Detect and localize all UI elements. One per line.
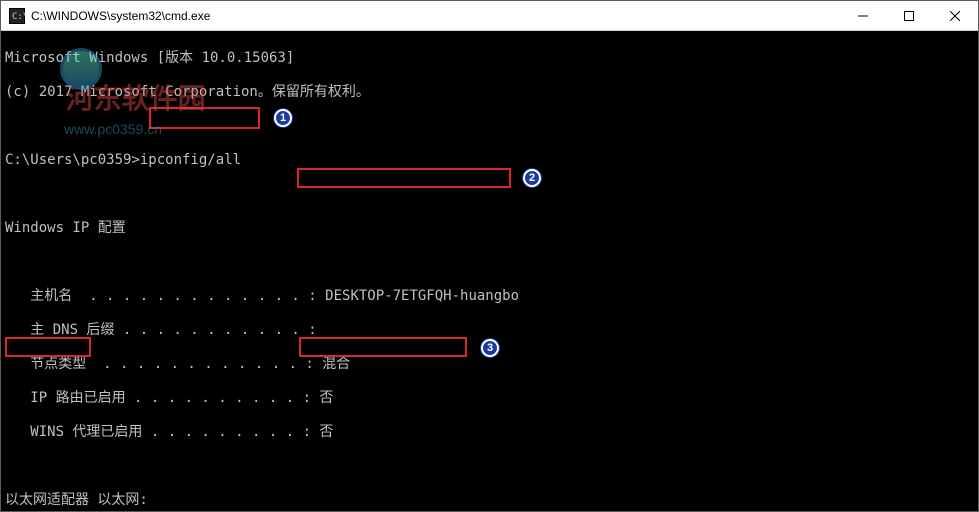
close-button[interactable] bbox=[932, 1, 978, 30]
section-header: Windows IP 配置 bbox=[5, 220, 974, 237]
output-line: WINS 代理已启用 . . . . . . . . . : 否 bbox=[5, 424, 974, 441]
cmd-icon: C:\ bbox=[9, 8, 25, 24]
highlight-box-hostname bbox=[297, 168, 511, 188]
header-line: Microsoft Windows [版本 10.0.15063] bbox=[5, 50, 974, 67]
annotation-badge-2: 2 bbox=[523, 169, 541, 187]
highlight-box-mac-value bbox=[299, 337, 467, 357]
blank-line bbox=[5, 186, 974, 203]
annotation-badge-1: 1 bbox=[274, 109, 292, 127]
command-text: ipconfig/all bbox=[140, 152, 241, 168]
close-icon bbox=[950, 11, 960, 21]
output-line: 节点类型 . . . . . . . . . . . . : 混合 bbox=[5, 356, 974, 373]
blank-line bbox=[5, 118, 974, 135]
maximize-icon bbox=[904, 11, 914, 21]
svg-text:C:\: C:\ bbox=[12, 12, 25, 22]
minimize-icon bbox=[858, 11, 868, 21]
titlebar[interactable]: C:\ C:\WINDOWS\system32\cmd.exe bbox=[1, 1, 978, 31]
prompt: C:\Users\pc0359> bbox=[5, 152, 140, 168]
annotation-badge-3: 3 bbox=[481, 339, 499, 357]
header-line: (c) 2017 Microsoft Corporation。保留所有权利。 bbox=[5, 84, 974, 101]
output-line: 主 DNS 后缀 . . . . . . . . . . . : bbox=[5, 322, 974, 339]
window-controls bbox=[840, 1, 978, 30]
minimize-button[interactable] bbox=[840, 1, 886, 30]
blank-line bbox=[5, 254, 974, 271]
prompt-line: C:\Users\pc0359>ipconfig/all bbox=[5, 152, 974, 169]
output-line: 主机名 . . . . . . . . . . . . . : DESKTOP-… bbox=[5, 288, 974, 305]
adapter-header: 以太网适配器 以太网: bbox=[5, 492, 974, 509]
window-title: C:\WINDOWS\system32\cmd.exe bbox=[31, 9, 840, 23]
output-line: IP 路由已启用 . . . . . . . . . . : 否 bbox=[5, 390, 974, 407]
blank-line bbox=[5, 458, 974, 475]
hostname-value: DESKTOP-7ETGFQH-huangbo bbox=[325, 288, 519, 304]
terminal-output[interactable]: Microsoft Windows [版本 10.0.15063] (c) 20… bbox=[1, 31, 978, 511]
maximize-button[interactable] bbox=[886, 1, 932, 30]
cmd-window: C:\ C:\WINDOWS\system32\cmd.exe Microsof… bbox=[0, 0, 979, 512]
highlight-box-mac-label bbox=[5, 337, 91, 357]
